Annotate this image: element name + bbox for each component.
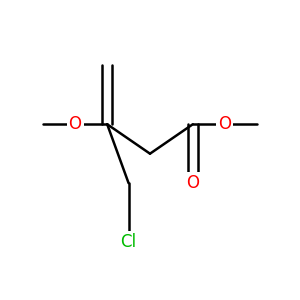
Text: O: O bbox=[218, 115, 231, 133]
Text: O: O bbox=[186, 174, 199, 192]
Text: Cl: Cl bbox=[121, 233, 136, 251]
Text: O: O bbox=[69, 115, 82, 133]
